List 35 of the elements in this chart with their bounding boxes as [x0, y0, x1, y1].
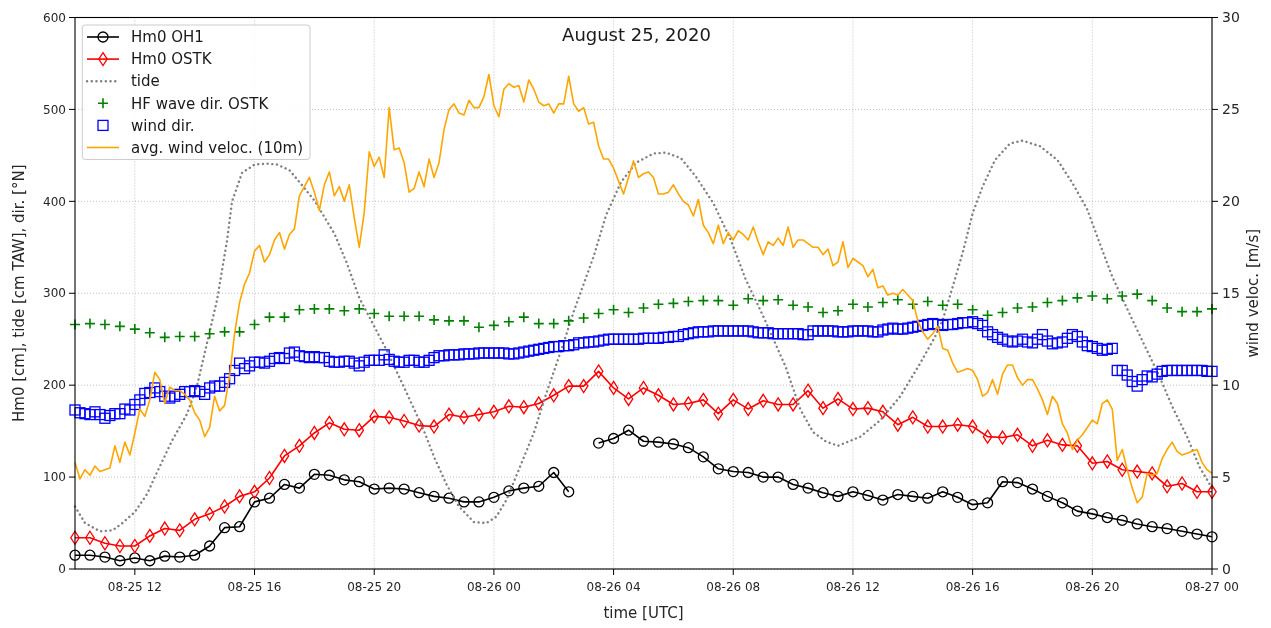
- x-tick-label: 08-27 00: [1185, 580, 1239, 594]
- y2-tick-label: 0: [1222, 560, 1231, 577]
- y-tick-label: 200: [43, 378, 66, 393]
- y2-tick-label: 15: [1222, 285, 1240, 302]
- chart-title: August 25, 2020: [562, 24, 711, 45]
- y2-tick-label: 5: [1222, 468, 1231, 485]
- legend-label: Hm0 OSTK: [131, 50, 213, 69]
- x-tick-label: 08-25 16: [227, 580, 282, 594]
- x-tick-label: 08-26 00: [466, 580, 521, 594]
- legend-label: HF wave dir. OSTK: [131, 94, 270, 113]
- y-tick-label: 300: [43, 286, 66, 301]
- x-tick-label: 08-26 20: [1065, 580, 1120, 594]
- legend-label: wind dir.: [131, 116, 195, 135]
- y2-tick-label: 20: [1222, 193, 1240, 210]
- x-tick-label: 08-26 12: [825, 580, 880, 594]
- y-tick-label: 600: [43, 10, 66, 25]
- x-tick-label: 08-25 20: [347, 580, 402, 594]
- legend-label: tide: [131, 72, 160, 91]
- legend-label: Hm0 OH1: [131, 28, 204, 47]
- y-tick-label: 400: [43, 194, 66, 209]
- x-tick-label: 08-26 08: [706, 580, 761, 594]
- y-tick-label: 500: [43, 102, 66, 117]
- line-series: [74, 73, 1213, 504]
- y-axis-title: Hm0 [cm], tide [cm TAW], dir. [°N]: [10, 164, 28, 422]
- x-tick-label: 08-25 12: [107, 580, 162, 594]
- y2-tick-label: 10: [1222, 377, 1240, 394]
- y-tick-label: 100: [43, 470, 66, 485]
- y-tick-label: 0: [58, 562, 66, 577]
- legend-label: avg. wind veloc. (10m): [131, 138, 303, 157]
- y2-tick-label: 25: [1222, 101, 1240, 118]
- x-tick-label: 08-26 16: [945, 580, 1000, 594]
- x-tick-label: 08-26 04: [586, 580, 641, 594]
- y2-axis-title: wind veloc. [m/s]: [1244, 228, 1262, 358]
- x-axis-title: time [UTC]: [603, 604, 684, 622]
- y2-tick-label: 30: [1222, 9, 1240, 26]
